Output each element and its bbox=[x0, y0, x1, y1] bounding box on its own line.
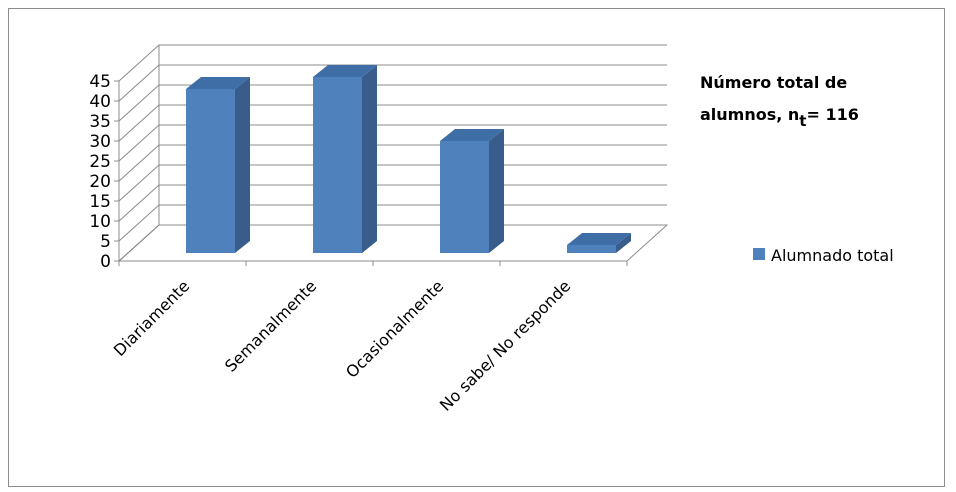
y-tick-label-5: 5 bbox=[100, 232, 111, 252]
y-tick-label-35: 35 bbox=[89, 112, 111, 132]
bar-side bbox=[235, 77, 250, 253]
gridline-25 bbox=[118, 124, 667, 162]
bar-1 bbox=[186, 77, 250, 253]
bar-top bbox=[186, 77, 250, 89]
gridline-40 bbox=[118, 64, 667, 102]
total-note-line2: alumnos, nt= 116 bbox=[700, 105, 859, 130]
gridline-35 bbox=[118, 84, 667, 122]
legend-swatch bbox=[753, 248, 765, 260]
bar-front bbox=[567, 245, 616, 253]
axes bbox=[114, 80, 628, 266]
bar-top bbox=[313, 65, 377, 77]
legend-label: Alumnado total bbox=[771, 246, 894, 265]
y-tick-label-0: 0 bbox=[100, 252, 111, 272]
y-tick-label-20: 20 bbox=[89, 172, 111, 192]
total-note-prefix: alumnos, n bbox=[700, 105, 799, 124]
x-tick-label-4: No sabe/ No responde bbox=[436, 276, 574, 414]
bar-front bbox=[440, 141, 489, 253]
bar-side bbox=[362, 65, 377, 253]
y-tick-label-40: 40 bbox=[89, 92, 111, 112]
total-note-suffix: = 116 bbox=[806, 105, 858, 124]
y-tick-label-10: 10 bbox=[89, 212, 111, 232]
total-note-line1: Número total de bbox=[700, 73, 847, 92]
x-tick-label-2: Semanalmente bbox=[221, 276, 320, 375]
bar-top bbox=[567, 233, 631, 245]
bar-side bbox=[489, 129, 504, 253]
y-tick-label-30: 30 bbox=[89, 132, 111, 152]
bar-top bbox=[440, 129, 504, 141]
y-tick-label-15: 15 bbox=[89, 192, 111, 212]
total-note-subscript: t bbox=[799, 112, 806, 130]
gridline-45 bbox=[118, 44, 667, 82]
gridline-30 bbox=[118, 104, 667, 142]
y-tick-label-25: 25 bbox=[89, 152, 111, 172]
x-tick-label-3: Ocasionalmente bbox=[342, 276, 447, 381]
bars bbox=[186, 65, 631, 253]
bar-3 bbox=[440, 129, 504, 253]
bar-front bbox=[186, 89, 235, 253]
x-tick-label-1: Diariamente bbox=[110, 276, 194, 360]
bar-front bbox=[313, 77, 362, 253]
bar-side bbox=[616, 233, 631, 253]
bar-4 bbox=[567, 233, 631, 253]
y-tick-label-45: 45 bbox=[89, 72, 111, 92]
bar-2 bbox=[313, 65, 377, 253]
